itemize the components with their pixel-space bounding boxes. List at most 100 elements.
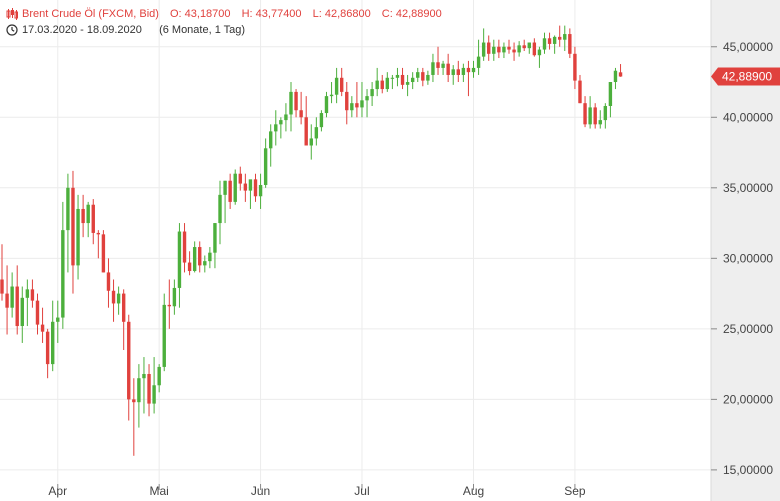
- candle-body: [532, 42, 537, 56]
- candle-body: [593, 107, 597, 125]
- candle-body: [558, 36, 562, 40]
- candle-body: [177, 231, 182, 288]
- candle: [375, 67, 379, 97]
- candle-body: [66, 187, 70, 231]
- candle-body: [243, 183, 248, 191]
- candle-body: [86, 204, 90, 224]
- candle: [76, 194, 80, 280]
- candle: [436, 46, 440, 75]
- candle-body: [314, 127, 319, 139]
- candle-body: [481, 42, 486, 57]
- candle-body: [101, 234, 106, 273]
- candle-body: [476, 56, 481, 68]
- candle: [319, 110, 324, 132]
- candle-body: [578, 80, 582, 104]
- candle: [25, 279, 30, 327]
- candle: [410, 72, 415, 90]
- candle: [132, 378, 136, 456]
- candle-body: [400, 74, 405, 85]
- candle: [61, 201, 65, 329]
- instrument-row: Brent Crude Öl (FXCM, Bid) O: 43,18700 H…: [6, 6, 442, 22]
- candle: [81, 194, 85, 238]
- candle: [269, 124, 273, 167]
- candle: [395, 67, 400, 87]
- candle: [91, 199, 95, 245]
- candle: [56, 300, 60, 343]
- last-price-box: [711, 67, 780, 86]
- candle-body: [583, 103, 587, 125]
- candle-body: [233, 173, 237, 202]
- candle-body: [228, 180, 232, 202]
- candle: [15, 265, 19, 335]
- candle: [147, 364, 151, 417]
- candle: [400, 67, 405, 90]
- y-axis-labels: 15,00000 20,00000 25,00000 30,00000 35,00000…: [711, 40, 773, 477]
- candle-body: [517, 45, 521, 53]
- candle: [476, 39, 481, 75]
- candle: [253, 173, 258, 202]
- candle-body: [111, 290, 116, 304]
- candle: [228, 173, 232, 209]
- instrument-name: Brent Crude Öl (FXCM, Bid): [22, 8, 159, 20]
- candle-body: [35, 300, 40, 325]
- candle-body: [304, 117, 308, 146]
- candle-body: [56, 317, 60, 322]
- x-tick-label: Sep: [564, 484, 586, 498]
- candle: [593, 103, 597, 129]
- candle: [40, 307, 45, 343]
- candle-body: [568, 34, 572, 54]
- candle-body: [61, 230, 65, 318]
- y-tick-label: 20,00000: [723, 392, 773, 406]
- candle-body: [608, 82, 613, 106]
- candle: [223, 180, 227, 224]
- candle: [258, 173, 263, 209]
- close-value: C: 42,88900: [381, 8, 442, 20]
- candle: [568, 28, 572, 59]
- candle: [289, 82, 293, 132]
- candle-body: [421, 72, 425, 81]
- x-axis-labels: Apr Mai Jun Jul Aug Sep: [48, 484, 586, 498]
- clock-icon: [6, 24, 18, 36]
- candle: [263, 138, 268, 188]
- candle-body: [223, 180, 227, 195]
- candle: [451, 65, 455, 85]
- y-tick-label: 30,00000: [723, 251, 773, 265]
- candle-body: [613, 70, 618, 83]
- candle: [608, 82, 613, 118]
- candle-body: [390, 77, 395, 79]
- candle: [243, 173, 248, 202]
- candle-body: [487, 42, 491, 54]
- low-value: L: 42,86800: [312, 8, 371, 20]
- candle: [390, 74, 395, 90]
- candle: [421, 67, 425, 87]
- candle-body: [142, 373, 146, 379]
- candle-body: [20, 297, 24, 327]
- candle: [157, 364, 161, 393]
- candle: [487, 35, 491, 61]
- candle: [20, 286, 24, 343]
- candle-body: [345, 91, 349, 111]
- candle-body: [40, 324, 45, 332]
- candle-body: [25, 289, 30, 298]
- candle: [101, 230, 106, 273]
- candle: [471, 60, 476, 78]
- candle-body: [370, 89, 374, 97]
- candle-body: [339, 77, 344, 92]
- candle: [603, 103, 608, 129]
- candle-body: [45, 331, 50, 365]
- period-label: (6 Monate, 1 Tag): [159, 24, 246, 36]
- candle-body: [213, 223, 217, 253]
- candle-body: [410, 77, 415, 83]
- candle: [527, 42, 531, 54]
- candle-body: [588, 107, 592, 125]
- x-tick-label: Jul: [354, 484, 369, 498]
- candle: [182, 223, 187, 273]
- candle-body: [552, 36, 557, 44]
- candle-body: [426, 74, 430, 81]
- candle: [542, 32, 547, 54]
- candle-body: [466, 67, 471, 73]
- candle: [416, 67, 420, 83]
- y-tick-label: 45,00000: [723, 40, 773, 54]
- candle-body: [238, 173, 242, 184]
